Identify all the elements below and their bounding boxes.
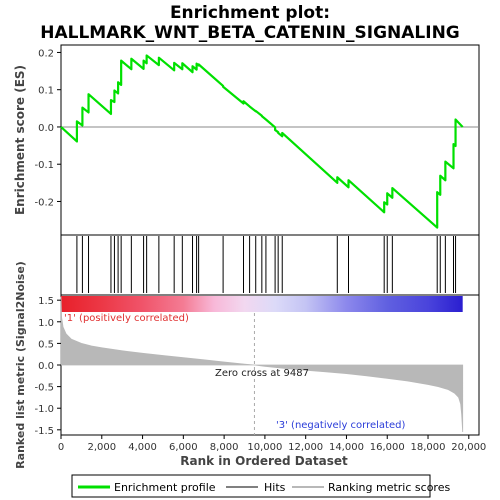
legend-hits-label: Hits <box>264 481 286 494</box>
metric-axis-label: Ranked list metric (Signal2Noise) <box>14 261 27 469</box>
es-tick-label: -0.1 <box>34 160 54 171</box>
es-tick-label: 0.1 <box>38 86 54 97</box>
x-tick-label: 0 <box>58 442 64 453</box>
hits-panel <box>60 234 480 296</box>
x-tick-label: 8,000 <box>210 442 239 453</box>
negative-correlation-label: '3' (negatively correlated) <box>276 420 405 431</box>
chart-title-line1: Enrichment plot: <box>170 3 330 23</box>
x-axis-label: Rank in Ordered Dataset <box>180 454 348 468</box>
es-panel <box>60 44 480 236</box>
es-line-group <box>60 54 464 229</box>
metric-tick-label: 1.5 <box>38 296 54 307</box>
x-tick-label: 6,000 <box>169 442 198 453</box>
es-tick-label: -0.2 <box>34 197 54 208</box>
metric-tick-label: 0.5 <box>38 339 54 350</box>
legend-es-label: Enrichment profile <box>114 481 216 494</box>
legend-box <box>71 474 431 498</box>
metric-tick-label: -0.5 <box>34 383 54 394</box>
es-axis-ticks: 0.2 0.1 0.0 -0.1 -0.2 <box>34 48 61 208</box>
zero-cross-label: Zero cross at 9487 <box>215 368 309 379</box>
metric-area-group <box>60 296 464 435</box>
metric-axis-ticks: 1.5 1.0 0.5 0.0 -0.5 -1.0 -1.5 <box>34 296 61 437</box>
metric-tick-label: -1.0 <box>34 404 54 415</box>
legend: Enrichment profile Hits Ranking metric s… <box>71 474 450 498</box>
chart-title-line2: HALLMARK_WNT_BETA_CATENIN_SIGNALING <box>40 23 460 43</box>
x-axis-ticks: 0 2,000 4,000 6,000 8,000 10,000 12,000 14,000 1… <box>58 435 486 453</box>
x-tick-label: 12,000 <box>288 442 323 453</box>
color-bar-rect <box>61 296 463 312</box>
ranked-list-color-bar <box>61 296 463 312</box>
x-tick-label: 18,000 <box>411 442 446 453</box>
metric-tick-label: 1.0 <box>38 318 54 329</box>
x-tick-label: 16,000 <box>370 442 405 453</box>
x-tick-label: 14,000 <box>329 442 364 453</box>
x-tick-label: 4,000 <box>128 442 157 453</box>
es-line <box>60 54 464 229</box>
es-tick-label: 0.2 <box>38 48 54 59</box>
metric-tick-label: -1.5 <box>34 426 54 437</box>
hit-marks <box>76 236 457 293</box>
positive-correlation-label: '1' (positively correlated) <box>64 313 189 324</box>
es-tick-label: 0.0 <box>38 123 54 134</box>
es-axis-label: Enrichment score (ES) <box>13 65 27 215</box>
x-tick-label: 10,000 <box>247 442 282 453</box>
x-tick-label: 2,000 <box>87 442 116 453</box>
metric-area <box>60 296 464 433</box>
metric-tick-label: 0.0 <box>38 361 54 372</box>
legend-metric-label: Ranking metric scores <box>328 481 450 494</box>
x-tick-label: 20,000 <box>451 442 486 453</box>
